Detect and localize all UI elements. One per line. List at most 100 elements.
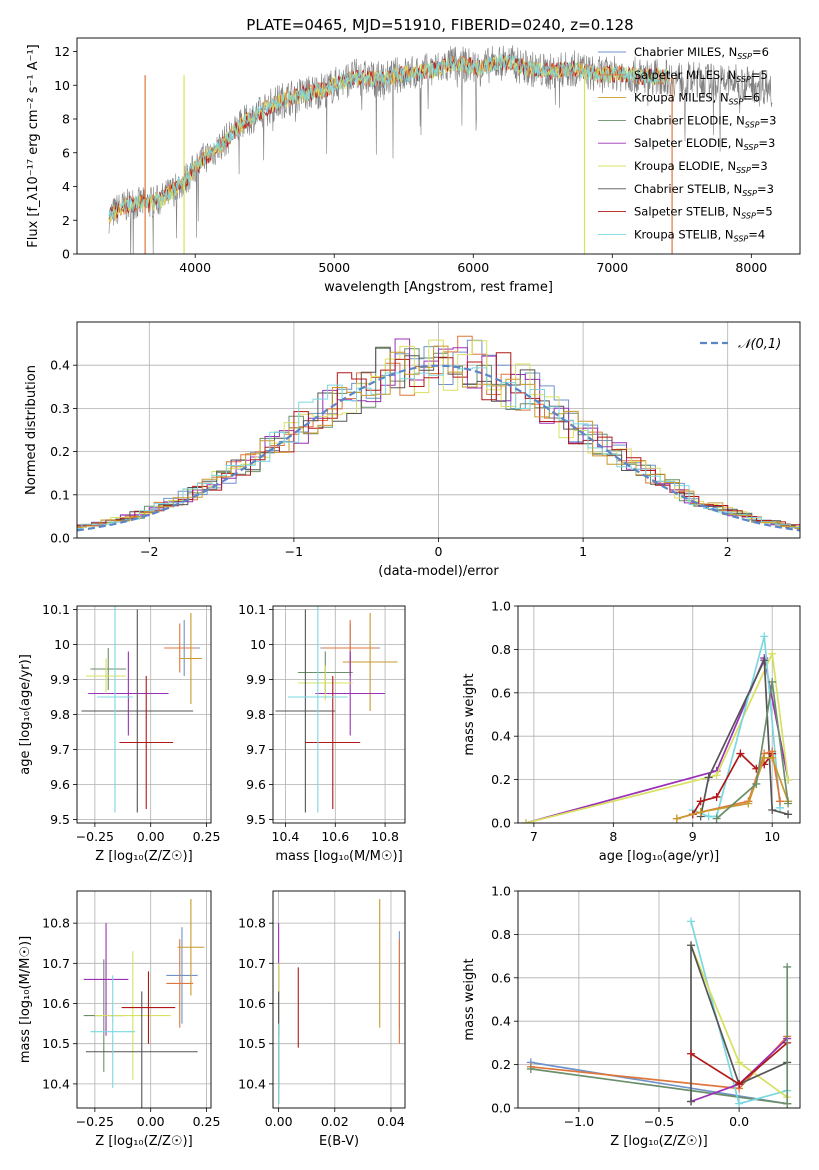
y-axis-label: mass weight <box>462 958 477 1040</box>
axes-frame <box>517 890 801 1109</box>
plot-area <box>77 891 211 1108</box>
weight-marker <box>526 1064 535 1073</box>
figure-title: PLATE=0465, MJD=51910, FIBERID=0240, z=0… <box>246 16 633 34</box>
y-tick-label: 0.0 <box>50 531 70 546</box>
residuals-panel: −2 −1 0 1 2 0.0 0.1 0.2 0.3 0.4 (data-model)/error… <box>24 321 801 579</box>
y-tick-label: 9.9 <box>50 672 70 687</box>
x-tick-label: 8 <box>609 829 617 844</box>
axes-frame <box>272 890 406 1109</box>
x-tick-label: 5000 <box>318 260 350 275</box>
weight-marker <box>783 1099 792 1108</box>
x-tick-label: 10.4 <box>272 829 300 844</box>
x-tick-label: −1.0 <box>564 1114 594 1129</box>
mass-weight-vs-age-panel: 7 8 9 10 0.0 0.2 0.4 0.6 0.8 1.0 age [log₁₀(age/yr… <box>462 599 801 864</box>
x-tick-label: 0.00 <box>265 1114 293 1129</box>
x-tick-label: 8000 <box>735 260 767 275</box>
y-tick-label: 0.4 <box>491 729 511 744</box>
y-tick-label: 10.7 <box>42 956 70 971</box>
y-axis-label: age [log₁₀(age/yr)] <box>18 654 33 775</box>
x-tick-label: −2 <box>140 544 158 559</box>
weight-marker <box>712 792 721 801</box>
plot-content <box>278 899 400 1104</box>
model-spectrum <box>108 53 669 221</box>
mass-vs-metallicity-panel: −0.25 0.00 0.25 10.4 10.5 10.6 10.7 10.8 Z [log₁… <box>18 890 220 1149</box>
weight-marker <box>521 819 530 823</box>
x-tick-label: 10.6 <box>321 829 349 844</box>
x-tick-label: 4000 <box>179 260 211 275</box>
axes-frame <box>76 321 801 539</box>
legend-label: Salpeter ELODIE, NSSP=3 <box>634 136 775 152</box>
mass-vs-ebv-panel: 0.00 0.02 0.04 10.4 10.5 10.6 10.7 10.8 E(B-V) <box>238 890 406 1149</box>
x-tick-label: 0.25 <box>193 829 221 844</box>
weight-marker <box>760 632 769 641</box>
y-axis-label: Flux [f_λ10⁻¹⁷ erg cm⁻² s⁻¹ A⁻¹] <box>26 44 41 248</box>
weight-line <box>530 1068 788 1105</box>
weight-marker <box>696 797 705 806</box>
weight-marker <box>760 656 769 665</box>
weight-marker <box>768 805 777 814</box>
y-tick-label: 0.2 <box>491 1057 511 1072</box>
x-tick-label: 0.00 <box>137 1114 165 1129</box>
legend-label: Chabrier ELODIE, NSSP=3 <box>634 113 776 129</box>
legend-label: Salpeter MILES, NSSP=5 <box>634 68 768 84</box>
y-tick-label: 10 <box>250 637 266 652</box>
age-vs-mass-panel: 10.4 10.6 10.8 9.5 9.6 9.7 9.8 9.9 10 10.1 mass [l… <box>238 602 406 864</box>
y-tick-label: 12 <box>54 44 70 59</box>
y-tick-label: 8 <box>62 112 70 127</box>
weight-marker <box>687 941 696 950</box>
weight-line <box>690 945 788 1102</box>
weight-marker <box>672 814 681 823</box>
weight-marker <box>752 779 761 788</box>
y-tick-label: 9.5 <box>246 812 266 827</box>
y-tick-label: 1.0 <box>491 599 511 614</box>
x-tick-label: 6000 <box>457 260 489 275</box>
y-tick-label: 9.6 <box>246 777 266 792</box>
y-axis-label: mass [log₁₀(M/M☉)] <box>18 936 33 1063</box>
spectrum-panel: 4000 5000 6000 7000 8000 0 2 4 6 8 10 12 wavelength … <box>26 37 801 295</box>
plot-content <box>83 899 205 1108</box>
x-tick-label: 10 <box>764 829 780 844</box>
y-tick-label: 6 <box>62 145 70 160</box>
plot-content <box>275 606 398 813</box>
axes-frame <box>517 605 801 824</box>
x-axis-label: Z [log₁₀(Z/Z☉)] <box>95 1134 192 1149</box>
axes-frame <box>76 605 212 824</box>
weight-marker <box>696 808 705 817</box>
weight-line <box>530 1061 788 1105</box>
y-tick-label: 0.4 <box>50 358 70 373</box>
weight-marker <box>776 797 785 806</box>
plot-content <box>81 606 203 813</box>
plot-area <box>273 891 405 1108</box>
weight-marker <box>784 799 793 808</box>
y-tick-label: 10.5 <box>238 1036 266 1051</box>
y-tick-label: 10 <box>54 78 70 93</box>
weight-marker <box>735 1058 744 1067</box>
y-tick-label: 0 <box>62 247 70 262</box>
y-tick-label: 10.5 <box>42 1036 70 1051</box>
x-axis-label: wavelength [Angstrom, rest frame] <box>324 280 553 295</box>
y-tick-label: 0.8 <box>491 642 511 657</box>
weight-marker <box>712 771 721 780</box>
x-tick-label: 7 <box>530 829 538 844</box>
y-tick-label: 4 <box>62 179 70 194</box>
weight-marker <box>735 1099 744 1108</box>
x-tick-label: −0.25 <box>76 1114 114 1129</box>
y-tick-label: 0.2 <box>50 444 70 459</box>
weight-marker <box>687 1049 696 1058</box>
y-tick-label: 9.8 <box>50 707 70 722</box>
y-tick-label: 10.7 <box>238 956 266 971</box>
y-tick-label: 10.6 <box>238 996 266 1011</box>
y-tick-label: 9.7 <box>246 742 266 757</box>
y-tick-label: 0.8 <box>491 927 511 942</box>
x-tick-label: 1 <box>579 544 587 559</box>
weight-marker <box>712 814 721 823</box>
y-tick-label: 9.9 <box>246 672 266 687</box>
normal-curve <box>77 364 800 532</box>
y-tick-label: 0.0 <box>491 1101 511 1116</box>
x-tick-label: 7000 <box>596 260 628 275</box>
y-tick-label: 0.2 <box>491 772 511 787</box>
weight-marker <box>760 753 769 762</box>
x-axis-label: (data-model)/error <box>378 564 499 579</box>
legend: Chabrier MILES, NSSP=6 Salpeter MILES, NS… <box>598 45 776 243</box>
y-tick-label: 0.4 <box>491 1014 511 1029</box>
